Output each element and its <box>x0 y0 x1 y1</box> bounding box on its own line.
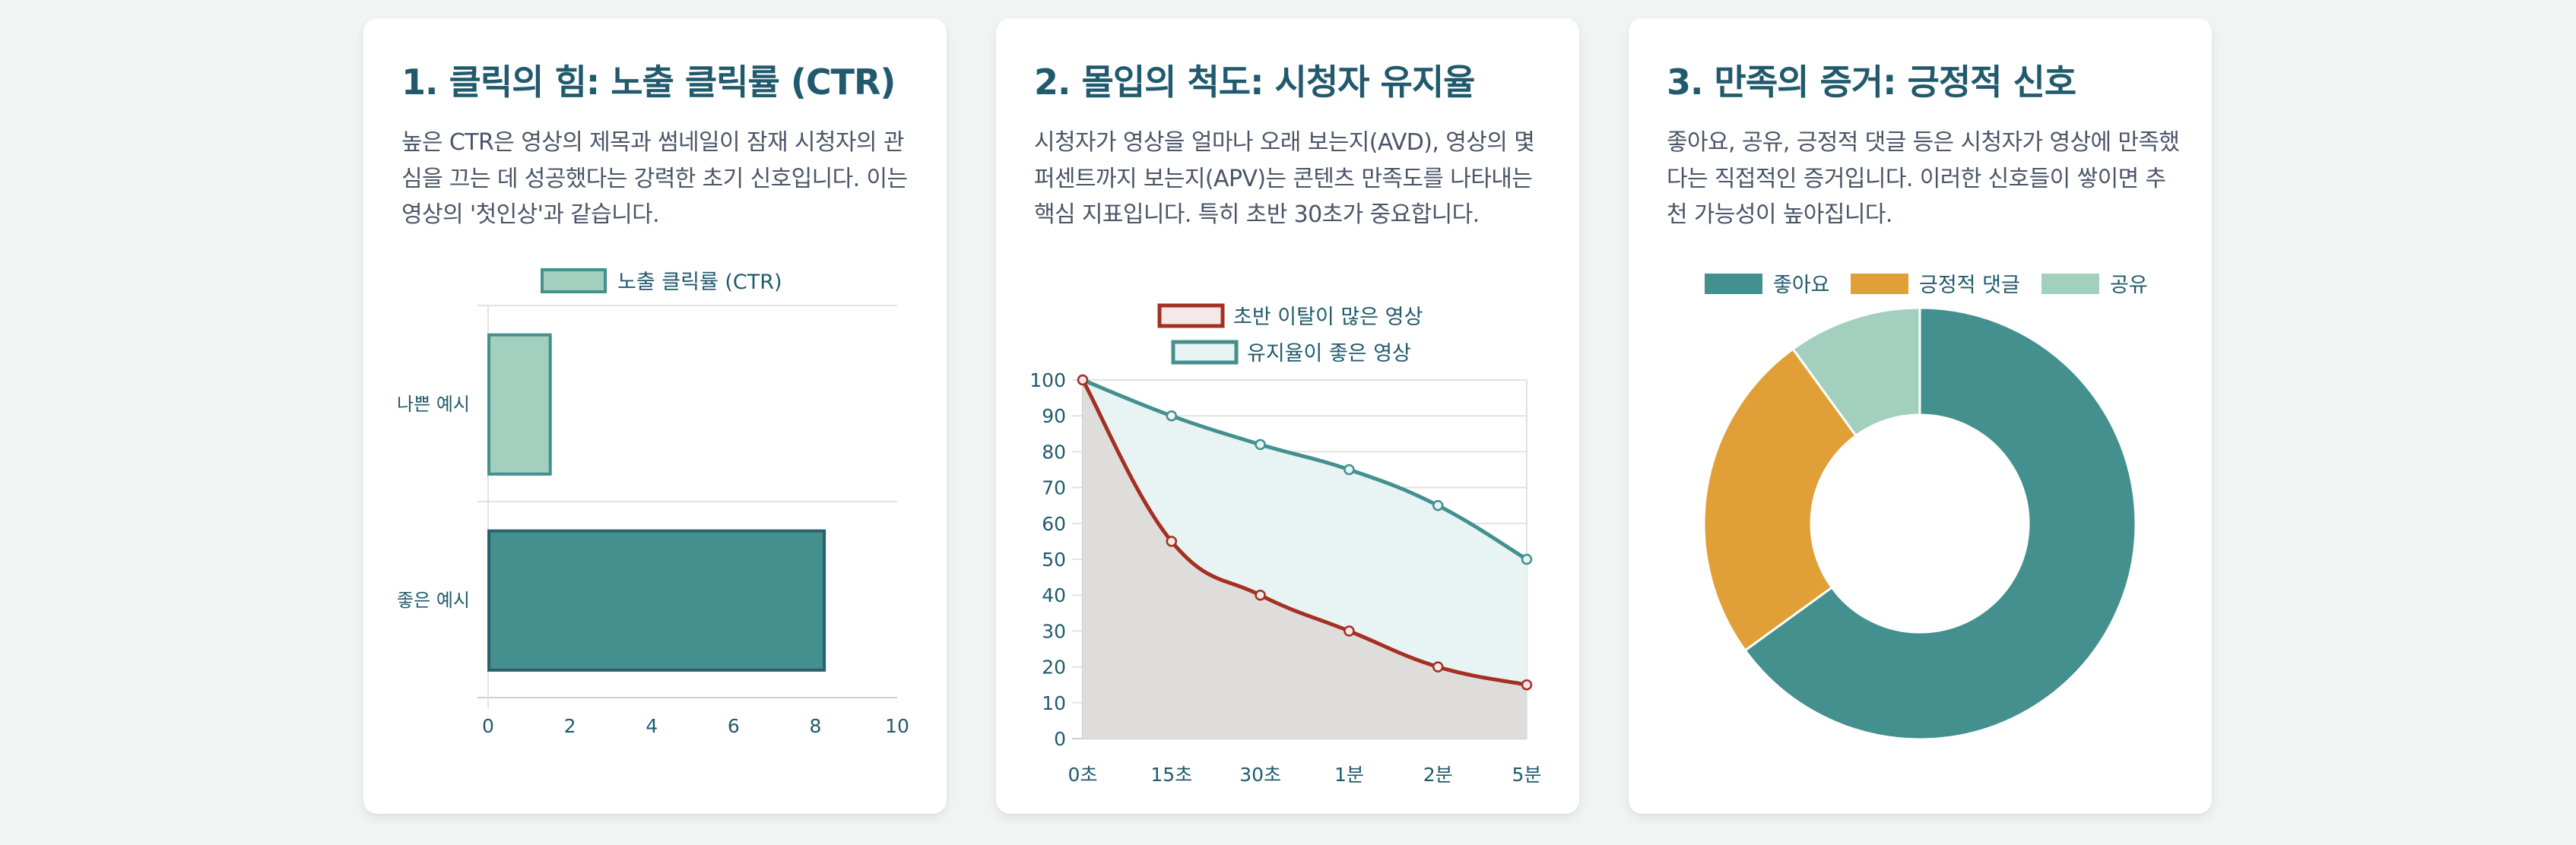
x-tick-label: 10 <box>885 715 909 737</box>
point-good[interactable] <box>1521 553 1533 565</box>
retention-card-description: 시청자가 영상을 얼마나 오래 보는지(AVD), 영상의 몇 퍼센트까지 보는… <box>1034 129 1535 228</box>
area-bad <box>1083 380 1527 739</box>
chart-legend-bad[interactable]: 초반 이탈이 많은 영상 <box>1157 303 1423 329</box>
signals-card: 3. 만족의 증거: 긍정적 신호 좋아요, 공유, 긍정적 댓글 등은 시청자… <box>1629 18 2212 814</box>
point-bad[interactable] <box>1166 536 1178 547</box>
chart-legend-likes[interactable]: 좋아요 <box>1705 274 1830 297</box>
legend-label-shares: 공유 <box>2110 274 2148 297</box>
y-tick-label: 70 <box>1042 477 1066 499</box>
signals-doughnut-chart: 좋아요 긍정적 댓글 공유 <box>1702 274 2148 741</box>
legend-label-good: 유지율이 좋은 영상 <box>1247 342 1411 366</box>
chart-legend-comments[interactable]: 긍정적 댓글 <box>1851 274 2020 297</box>
bar[interactable] <box>487 529 826 672</box>
y-tick-label: 0 <box>1054 728 1066 750</box>
ctr-card-description: 높은 CTR은 영상의 제목과 썸네일이 잠재 시청자의 관심을 끄는 데 성공… <box>401 129 908 228</box>
legend-swatch-good <box>1171 340 1239 365</box>
legend-swatch-shares <box>2041 274 2099 294</box>
retention-line-chart: 초반 이탈이 많은 영상 유지율이 좋은 영상 0 10 20 30 40 50 60 70 8… <box>1029 303 1542 786</box>
x-tick-label: 30초 <box>1239 764 1281 786</box>
y-tick-label: 10 <box>1042 692 1066 714</box>
x-tick-label: 4 <box>646 715 658 737</box>
point-bad[interactable] <box>1344 625 1355 637</box>
doughnut-slice[interactable] <box>1702 347 1858 653</box>
y-axis-ticks: 0 10 20 30 40 50 60 70 80 90 100 <box>1029 369 1066 750</box>
point-good[interactable] <box>1166 410 1178 422</box>
point-bad[interactable] <box>1077 374 1089 386</box>
x-tick-label: 0초 <box>1068 764 1098 786</box>
chart-legend[interactable]: 노출 클릭률 (CTR) <box>541 268 782 294</box>
category-label: 좋은 예시 <box>397 590 470 611</box>
x-tick-label: 2 <box>564 715 576 737</box>
legend-swatch-comments <box>1851 274 1908 294</box>
legend-label-likes: 좋아요 <box>1773 274 1830 297</box>
retention-card: 2. 몰입의 척도: 시청자 유지율 시청자가 영상을 얼마나 오래 보는지(A… <box>996 18 1579 814</box>
legend-swatch-ctr <box>541 268 607 293</box>
x-tick-label: 2분 <box>1423 764 1453 786</box>
chart-legend-good[interactable]: 유지율이 좋은 영상 <box>1171 340 1411 366</box>
ctr-card-title: 1. 클릭의 힘: 노출 클릭률 (CTR) <box>401 62 896 103</box>
doughnut-slice[interactable] <box>1743 306 2137 741</box>
point-good[interactable] <box>1344 464 1355 476</box>
point-bad[interactable] <box>1521 679 1533 691</box>
legend-swatch-bad <box>1157 303 1225 328</box>
legend-label-ctr: 노출 클릭률 (CTR) <box>617 271 782 294</box>
x-tick-label: 8 <box>809 715 821 737</box>
x-axis-ticks: 0초 15초 30초 1분 2분 5분 <box>1068 764 1542 786</box>
point-bad[interactable] <box>1432 661 1444 673</box>
category-label: 나쁜 예시 <box>397 394 470 415</box>
x-tick-label: 15초 <box>1150 764 1192 786</box>
legend-label-comments: 긍정적 댓글 <box>1919 274 2020 297</box>
y-tick-label: 20 <box>1042 657 1066 679</box>
x-tick-label: 1분 <box>1334 764 1364 786</box>
doughnut-slice[interactable] <box>1791 306 1921 438</box>
point-good[interactable] <box>1255 438 1266 451</box>
y-tick-label: 90 <box>1042 405 1066 427</box>
ctr-card: 1. 클릭의 힘: 노출 클릭률 (CTR) 높은 CTR은 영상의 제목과 썸… <box>363 18 947 814</box>
y-tick-label: 100 <box>1029 369 1066 391</box>
chart-legend-shares[interactable]: 공유 <box>2041 274 2148 297</box>
y-tick-label: 30 <box>1042 620 1066 642</box>
y-tick-label: 50 <box>1042 549 1066 571</box>
x-axis-ticks: 0 2 4 6 8 10 <box>482 715 909 737</box>
legend-label-bad: 초반 이탈이 많은 영상 <box>1233 305 1423 329</box>
legend-swatch-likes <box>1705 274 1762 294</box>
x-tick-label: 0 <box>482 715 494 737</box>
point-good[interactable] <box>1432 499 1444 511</box>
x-tick-label: 5분 <box>1512 764 1542 786</box>
retention-card-title: 2. 몰입의 척도: 시청자 유지율 <box>1034 62 1475 103</box>
y-tick-label: 80 <box>1042 441 1066 463</box>
y-tick-label: 60 <box>1042 513 1066 535</box>
bar[interactable] <box>487 333 552 476</box>
chart-bars <box>487 333 826 672</box>
signals-card-title: 3. 만족의 증거: 긍정적 신호 <box>1667 62 2076 103</box>
y-tick-label: 40 <box>1042 584 1066 606</box>
chart-gridlines <box>477 305 897 708</box>
chart-areas <box>1083 380 1527 739</box>
signals-card-description: 좋아요, 공유, 긍정적 댓글 등은 시청자가 영상에 만족했다는 직접적인 증… <box>1667 129 2180 228</box>
doughnut-slices <box>1702 306 2137 741</box>
x-tick-label: 6 <box>728 715 740 737</box>
line-good <box>1082 378 1528 562</box>
point-bad[interactable] <box>1255 589 1266 601</box>
chart-points <box>1077 374 1533 691</box>
